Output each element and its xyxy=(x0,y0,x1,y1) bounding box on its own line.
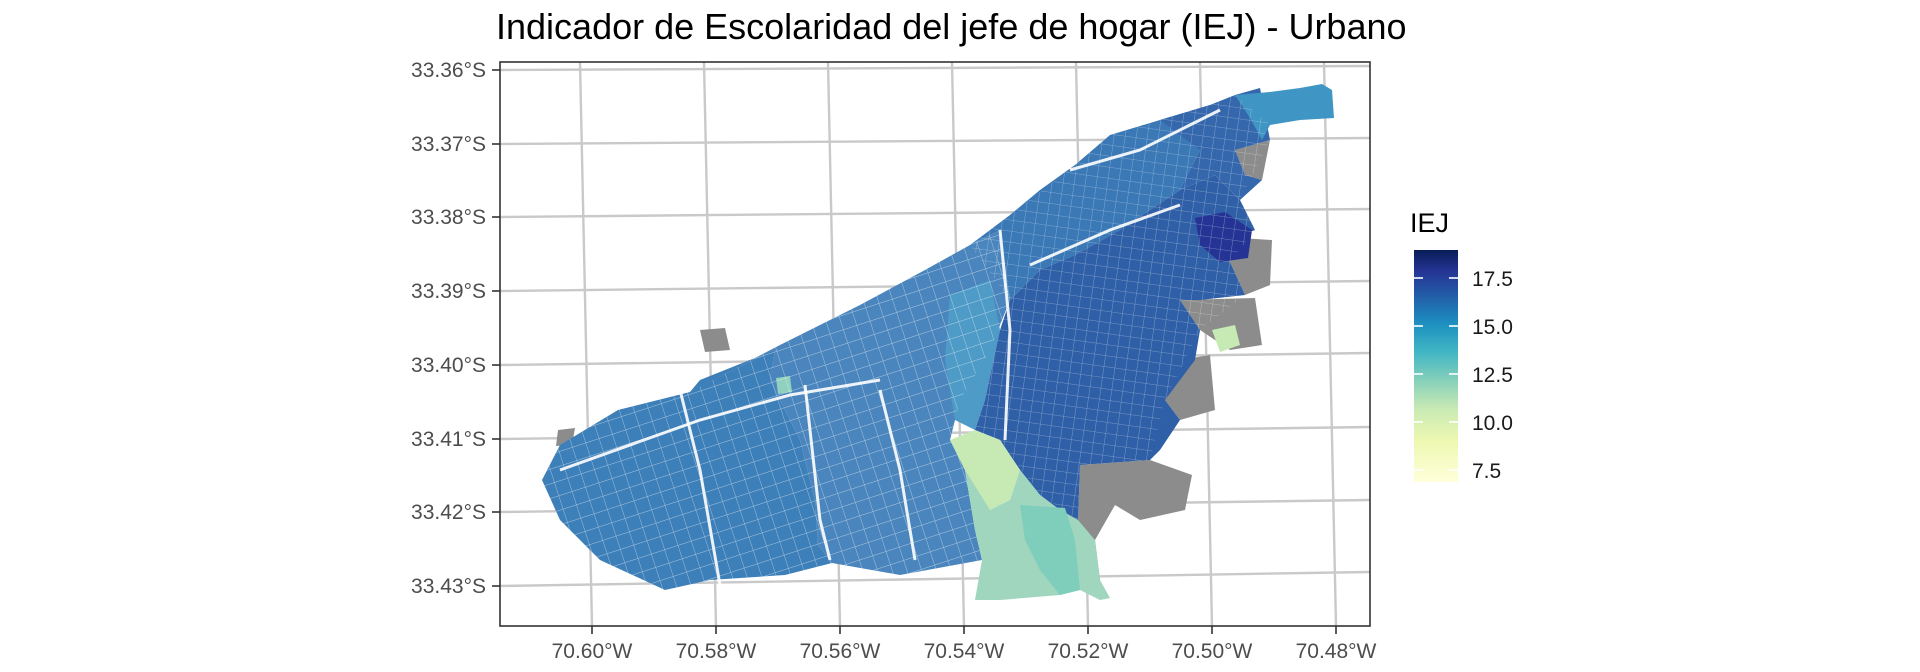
x-tick-label: 70.56°W xyxy=(800,640,881,663)
x-tick-label: 70.48°W xyxy=(1296,640,1377,663)
main-roads xyxy=(559,108,1221,586)
legend-tick-label: 15.0 xyxy=(1472,316,1513,339)
y-tick-label: 33.42°S xyxy=(411,501,486,524)
y-tick-label: 33.41°S xyxy=(411,428,486,451)
x-tick-label: 70.58°W xyxy=(676,640,757,663)
region-southern-valley xyxy=(950,430,1020,530)
y-tick-label: 33.39°S xyxy=(411,280,486,303)
na-area-east xyxy=(1078,140,1272,580)
map-regions xyxy=(542,84,1334,600)
chart-title: Indicador de Escolaridad del jefe de hog… xyxy=(496,6,1407,47)
y-tick-label: 33.38°S xyxy=(411,206,486,229)
legend-tick-label: 7.5 xyxy=(1472,460,1501,483)
legend-tick-label: 17.5 xyxy=(1472,268,1513,291)
y-axis: 33.36°S 33.37°S 33.38°S 33.39°S 33.40°S … xyxy=(411,59,500,598)
street-texture-east xyxy=(970,95,1270,520)
y-tick-label: 33.40°S xyxy=(411,354,486,377)
y-tick-label: 33.37°S xyxy=(411,133,486,156)
x-tick-label: 70.50°W xyxy=(1172,640,1253,663)
street-texture-west xyxy=(542,230,1010,590)
x-tick-label: 70.54°W xyxy=(924,640,1005,663)
panel-border xyxy=(499,61,1371,627)
legend-title: IEJ xyxy=(1410,208,1449,238)
legend: IEJ 17.5 15.0 12.5 10.0 7.5 xyxy=(1410,208,1513,483)
na-area-west xyxy=(556,328,730,446)
x-axis: 70.60°W 70.58°W 70.56°W 70.54°W 70.52°W … xyxy=(552,626,1377,663)
y-tick-label: 33.43°S xyxy=(411,575,486,598)
legend-tick-label: 10.0 xyxy=(1472,412,1513,435)
legend-tick-label: 12.5 xyxy=(1472,364,1513,387)
x-tick-label: 70.52°W xyxy=(1048,640,1129,663)
region-east-pocket xyxy=(1212,325,1240,352)
x-tick-label: 70.60°W xyxy=(552,640,633,663)
region-south-teal xyxy=(1020,505,1080,595)
legend-colorbar xyxy=(1414,250,1458,482)
y-tick-label: 33.36°S xyxy=(411,59,486,82)
